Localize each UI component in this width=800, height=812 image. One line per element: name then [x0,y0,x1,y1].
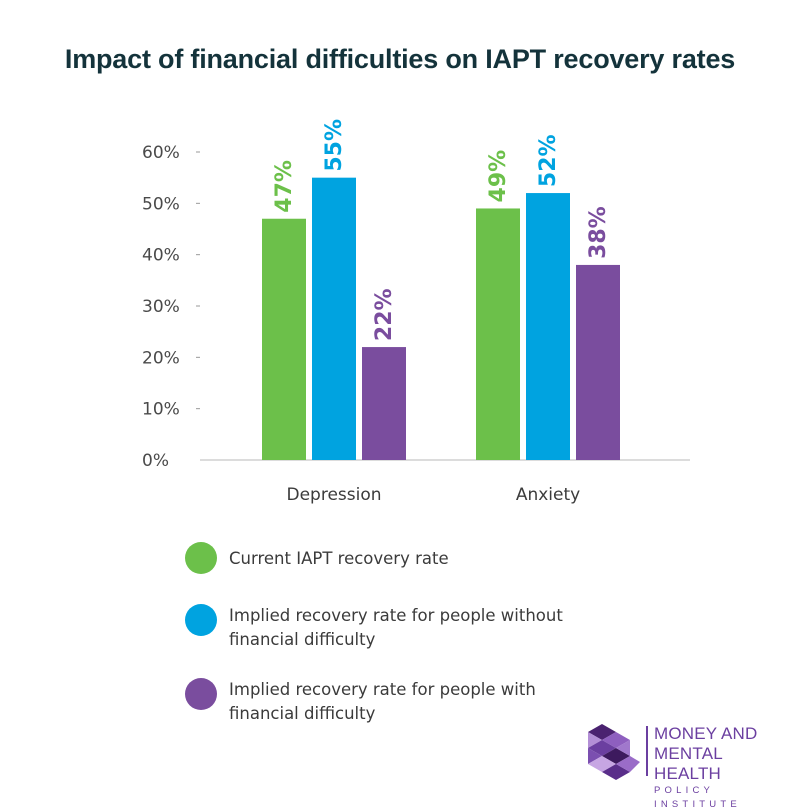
legend-item-with: Implied recovery rate for people with fi… [185,678,605,738]
legend-label-without-1: Implied recovery rate for people without [229,604,605,628]
logo-divider [646,726,648,776]
legend-label-without-2: financial difficulty [229,628,605,652]
y-tick-label: 60% [142,143,180,163]
legend-dot-purple-icon [185,678,217,710]
data-label: 47% [272,160,297,213]
legend-dot-blue-icon [185,604,217,636]
legend-label-current: Current IAPT recovery rate [229,540,605,571]
bar [262,219,306,460]
data-label: 22% [372,288,397,341]
bar [526,193,570,460]
data-label: 38% [586,206,611,259]
y-tick-label: 0% [142,451,169,471]
logo: MONEY AND MENTAL HEALTH POLICY INSTITUTE [582,722,787,782]
legend: Current IAPT recovery rate Implied recov… [185,540,605,738]
data-label: 49% [486,150,511,203]
y-tick-label: 20% [142,348,180,368]
logo-line-3: POLICY INSTITUTE [654,784,787,812]
y-tick-label: 30% [142,297,180,317]
logo-text: MONEY AND MENTAL HEALTH POLICY INSTITUTE [654,724,787,812]
x-category-label: Anxiety [516,485,580,505]
legend-label-with-2: financial difficulty [229,702,605,726]
logo-mark-icon [582,722,642,782]
data-label: 55% [322,119,347,172]
data-label: 52% [536,134,561,187]
logo-line-2: MENTAL HEALTH [654,744,787,784]
x-category-label: Depression [286,485,381,505]
legend-item-current: Current IAPT recovery rate [185,540,605,580]
y-tick-label: 10% [142,400,180,420]
bar [476,208,520,460]
bar [312,178,356,460]
legend-item-without: Implied recovery rate for people without… [185,604,605,678]
bar [576,265,620,460]
y-tick-label: 40% [142,246,180,266]
y-tick-label: 50% [142,194,180,214]
legend-dot-green-icon [185,542,217,574]
logo-line-1: MONEY AND [654,724,787,744]
bar [362,347,406,460]
legend-label-with-1: Implied recovery rate for people with [229,678,605,702]
